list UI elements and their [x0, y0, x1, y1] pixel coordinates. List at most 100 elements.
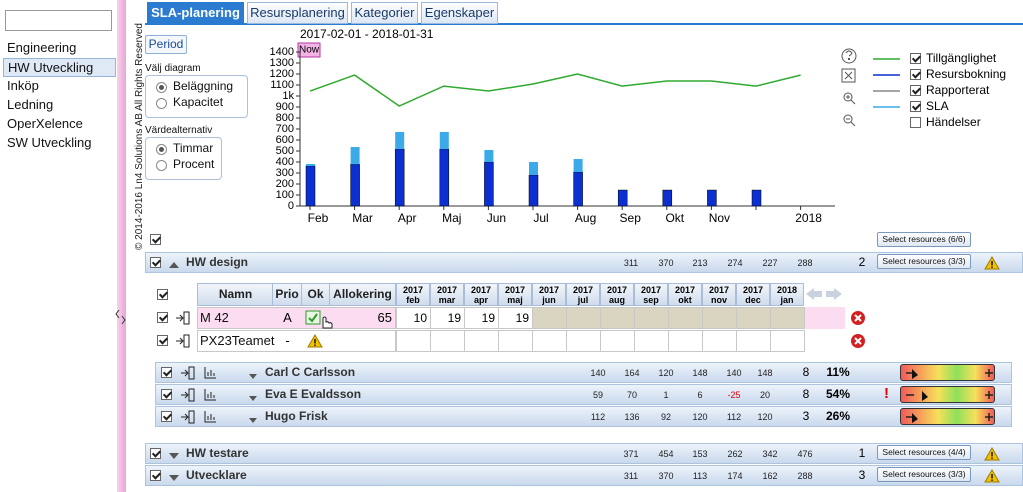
tab[interactable]: Kategorier	[351, 2, 418, 24]
radio[interactable]	[156, 82, 167, 93]
checkbox[interactable]	[150, 470, 161, 481]
x-tick-label: Sep	[620, 211, 642, 225]
checkbox[interactable]	[157, 289, 168, 300]
bar	[439, 131, 449, 150]
person-hours: 164	[624, 368, 640, 378]
checkbox[interactable]	[910, 117, 921, 128]
checkbox[interactable]	[161, 411, 172, 422]
group-total: 370	[658, 258, 674, 268]
person-count: 8	[802, 365, 810, 379]
sidebar-item[interactable]: Ledning	[7, 97, 54, 112]
checkbox[interactable]	[161, 389, 172, 400]
sidebar-item[interactable]: Inköp	[7, 78, 39, 93]
checkbox[interactable]	[150, 257, 161, 268]
hour-cell	[634, 330, 669, 352]
month-header: 2017 dec	[736, 283, 770, 306]
x-tick-label: Apr	[398, 211, 417, 225]
column-header: Allokering	[330, 284, 396, 305]
group-name[interactable]: HW testare	[186, 446, 249, 460]
checkbox[interactable]	[910, 69, 921, 80]
group-total: 113	[692, 471, 708, 481]
graph-icon	[203, 388, 217, 402]
allocation-slider[interactable]	[900, 364, 995, 381]
move-icon	[175, 334, 191, 348]
checkbox[interactable]	[157, 335, 168, 346]
tab[interactable]: Resursplanering	[247, 2, 348, 24]
group-total: 454	[658, 449, 674, 459]
checkbox[interactable]	[150, 448, 161, 459]
hour-cell	[770, 307, 805, 329]
hour-cell	[736, 307, 771, 329]
select-resources-button[interactable]: Select resources (3/3)	[877, 254, 971, 269]
group-total: 227	[762, 258, 778, 268]
legend-label: Rapporterat	[926, 83, 990, 97]
chart-tools[interactable]	[841, 48, 857, 127]
move-icon	[175, 311, 191, 325]
sidebar-item[interactable]: Engineering	[7, 40, 77, 55]
person-hours: 20	[759, 390, 770, 400]
hour-cell	[532, 307, 567, 329]
person-name[interactable]: Eva E Evaldsson	[265, 387, 362, 401]
checkbox[interactable]	[910, 53, 921, 64]
person-hours: 120	[757, 412, 773, 422]
allocation-slider[interactable]	[900, 386, 995, 403]
checkbox[interactable]	[150, 234, 161, 245]
project-name[interactable]: PX23Teamet	[200, 333, 275, 348]
group-total: 342	[762, 449, 778, 459]
checkbox[interactable]	[910, 101, 921, 112]
graph-icon-shape	[204, 389, 216, 401]
month-header: 2017 sep	[634, 283, 668, 306]
person-name[interactable]: Carl C Carlsson	[265, 365, 356, 379]
search-input[interactable]	[5, 10, 112, 31]
checkbox[interactable]	[161, 367, 172, 378]
warning-icon	[307, 334, 323, 348]
slider-controls-shape	[906, 413, 993, 423]
slider-controls	[904, 410, 993, 424]
expand-toggle-shape	[249, 418, 257, 423]
expand-toggle-shape	[249, 374, 257, 379]
period-button[interactable]: Period	[145, 35, 187, 54]
collapse-handle[interactable]	[115, 306, 126, 328]
project-allocation: 65	[377, 310, 392, 325]
scroll-arrows-shape	[806, 288, 842, 300]
person-name[interactable]: Hugo Frisk	[265, 409, 328, 423]
tab[interactable]: Egenskaper	[421, 2, 498, 24]
month-year: 2017	[674, 285, 696, 295]
month-year: 2017	[436, 285, 458, 295]
person-count: 3	[802, 409, 810, 423]
checkbox[interactable]	[910, 85, 921, 96]
month-year: 2017	[606, 285, 628, 295]
sidebar-item[interactable]: SW Utveckling	[7, 135, 92, 150]
radio[interactable]	[156, 98, 167, 109]
warning-icon	[984, 447, 1000, 461]
expand-toggle-shape	[169, 453, 179, 459]
radio[interactable]	[156, 144, 167, 155]
radio[interactable]	[156, 160, 167, 171]
person-hours: 112	[590, 412, 606, 422]
select-resources-button[interactable]: Select resources (3/3)	[877, 467, 971, 482]
person-hours: 120	[658, 368, 674, 378]
group-count: 1	[858, 446, 866, 460]
month-year: 2017	[402, 285, 424, 295]
group-name[interactable]: HW design	[186, 255, 248, 269]
month-name: aug	[608, 295, 625, 305]
move-icon	[180, 410, 196, 424]
tab[interactable]: SLA-planering	[147, 2, 244, 24]
select-resources-button[interactable]: Select resources (6/6)	[877, 232, 971, 247]
group-total: 288	[797, 258, 813, 268]
slider-controls-shape	[906, 369, 993, 379]
move-icon-shape	[181, 366, 195, 380]
allocation-slider[interactable]	[900, 408, 995, 425]
expand-toggle	[248, 390, 258, 401]
checkbox[interactable]	[157, 312, 168, 323]
bar	[529, 162, 538, 175]
sidebar-item[interactable]: OperXelence	[7, 116, 83, 131]
project-row-end	[802, 307, 845, 329]
bar	[439, 148, 450, 207]
person-hours: 148	[692, 368, 708, 378]
slider-controls-shape	[906, 391, 993, 401]
project-name[interactable]: M 42	[200, 310, 229, 325]
sidebar-item[interactable]: HW Utveckling	[3, 58, 116, 77]
group-name[interactable]: Utvecklare	[186, 468, 247, 482]
select-resources-button[interactable]: Select resources (4/4)	[877, 445, 971, 460]
